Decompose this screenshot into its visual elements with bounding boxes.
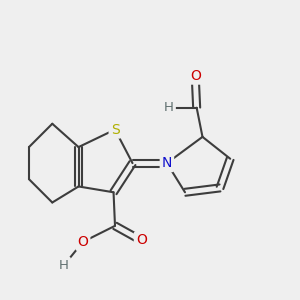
Text: O: O bbox=[190, 69, 201, 82]
Text: N: N bbox=[162, 156, 172, 170]
Text: H: H bbox=[59, 259, 69, 272]
Text: O: O bbox=[136, 233, 147, 248]
Text: O: O bbox=[77, 235, 88, 249]
Text: S: S bbox=[111, 123, 119, 136]
Text: H: H bbox=[164, 101, 174, 114]
